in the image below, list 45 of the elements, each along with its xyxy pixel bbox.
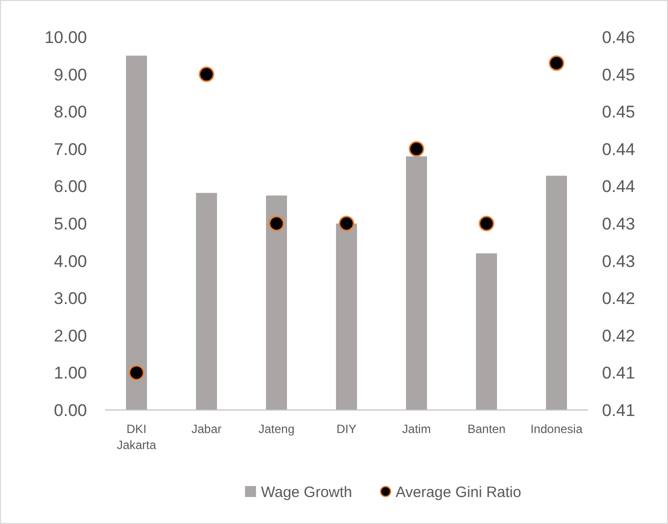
x-tick-label: Jabar xyxy=(191,422,222,436)
x-tick-label: DIY xyxy=(336,422,357,436)
y2-tick-label: 0.41 xyxy=(602,400,636,420)
bar xyxy=(546,176,567,410)
y-tick-label: 6.00 xyxy=(54,177,87,196)
y-tick-label: 5.00 xyxy=(54,214,87,234)
legend-label: Average Gini Ratio xyxy=(396,484,522,501)
y-tick-label: 2.00 xyxy=(54,326,87,346)
point xyxy=(408,141,424,157)
x-tick-label: Banten xyxy=(467,422,506,436)
point xyxy=(128,364,144,380)
y-tick-label: 9.00 xyxy=(54,65,87,84)
bar xyxy=(406,156,427,410)
y2-tick-label: 0.42 xyxy=(602,326,636,346)
bar xyxy=(266,196,287,410)
y2-tick-label: 0.42 xyxy=(602,289,636,308)
legend-label: Wage Growth xyxy=(261,484,352,501)
y-tick-label: 0.00 xyxy=(54,400,87,420)
y-tick-label: 7.00 xyxy=(54,140,87,159)
point xyxy=(198,66,214,82)
point xyxy=(268,216,284,232)
bar xyxy=(476,253,497,410)
y-tick-label: 10.00 xyxy=(44,28,87,47)
y-tick-label: 4.00 xyxy=(54,252,87,271)
bar xyxy=(336,224,357,410)
point xyxy=(548,55,564,71)
y-tick-label: 8.00 xyxy=(54,102,87,122)
point xyxy=(338,216,354,232)
y2-tick-label: 0.44 xyxy=(602,140,636,159)
x-tick-label: Indonesia xyxy=(530,422,583,436)
y2-tick-label: 0.46 xyxy=(602,28,636,47)
y2-tick-label: 0.44 xyxy=(602,177,636,196)
y2-tick-label: 0.45 xyxy=(602,65,636,84)
bar xyxy=(196,192,217,410)
point xyxy=(478,216,494,232)
x-tick-label: Jatim xyxy=(402,422,431,436)
y-tick-label: 3.00 xyxy=(54,289,87,308)
y2-tick-label: 0.41 xyxy=(602,364,636,383)
y2-tick-label: 0.45 xyxy=(602,102,636,122)
y-tick-label: 1.00 xyxy=(54,364,87,383)
x-tick-label: DKI Jakarta xyxy=(116,422,156,452)
bar xyxy=(126,56,147,410)
x-tick-label: Jateng xyxy=(258,422,295,436)
y2-tick-label: 0.43 xyxy=(602,214,636,234)
y2-tick-label: 0.43 xyxy=(602,252,636,271)
